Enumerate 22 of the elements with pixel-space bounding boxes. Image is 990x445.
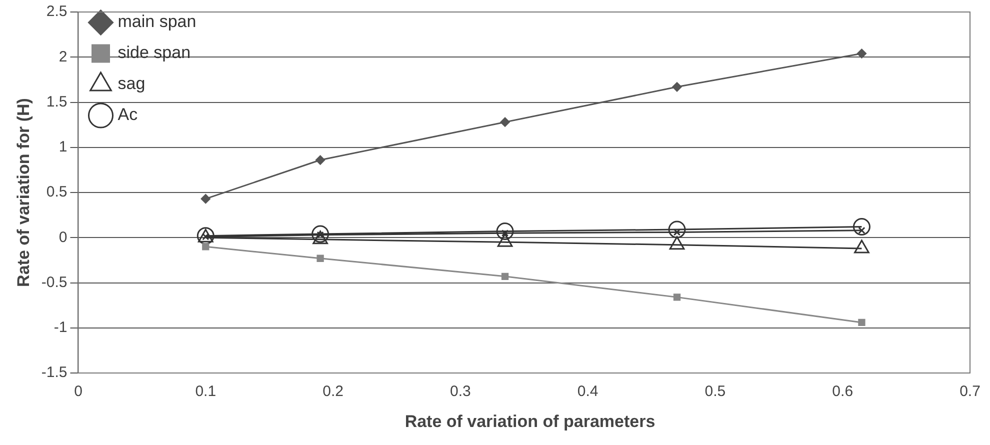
y-tick-label: 2.5 [46,3,68,20]
x-tick-label: 0.3 [450,383,471,400]
y-tick-label: -1 [54,319,68,336]
legend-label: sag [118,74,146,94]
y-tick-label: -0.5 [41,274,68,291]
x-tick-label: 0.4 [577,383,598,400]
x-tick-label: 0 [74,383,82,400]
x-tick-label: 0.5 [704,383,726,400]
x-tick-label: 0.6 [832,383,854,400]
x-tick-label: 0.7 [960,383,980,400]
legend-label: main span [118,12,196,32]
y-tick-label: 1 [58,138,68,156]
y-tick-label: 1.5 [46,93,68,110]
x-axis-title: Rate of variation of parameters [404,412,656,432]
x-tick-label: 0.2 [322,383,344,400]
y-tick-label: -1.5 [41,364,68,382]
x-tick-label: 0.1 [195,383,216,400]
y-tick-label: 0 [58,228,68,246]
y-tick-label: 0.5 [46,184,68,201]
y-tick-label: 2 [58,48,68,66]
y-axis-title: Rate of variation for (H) [14,98,33,287]
legend-label: Ac [118,105,138,124]
